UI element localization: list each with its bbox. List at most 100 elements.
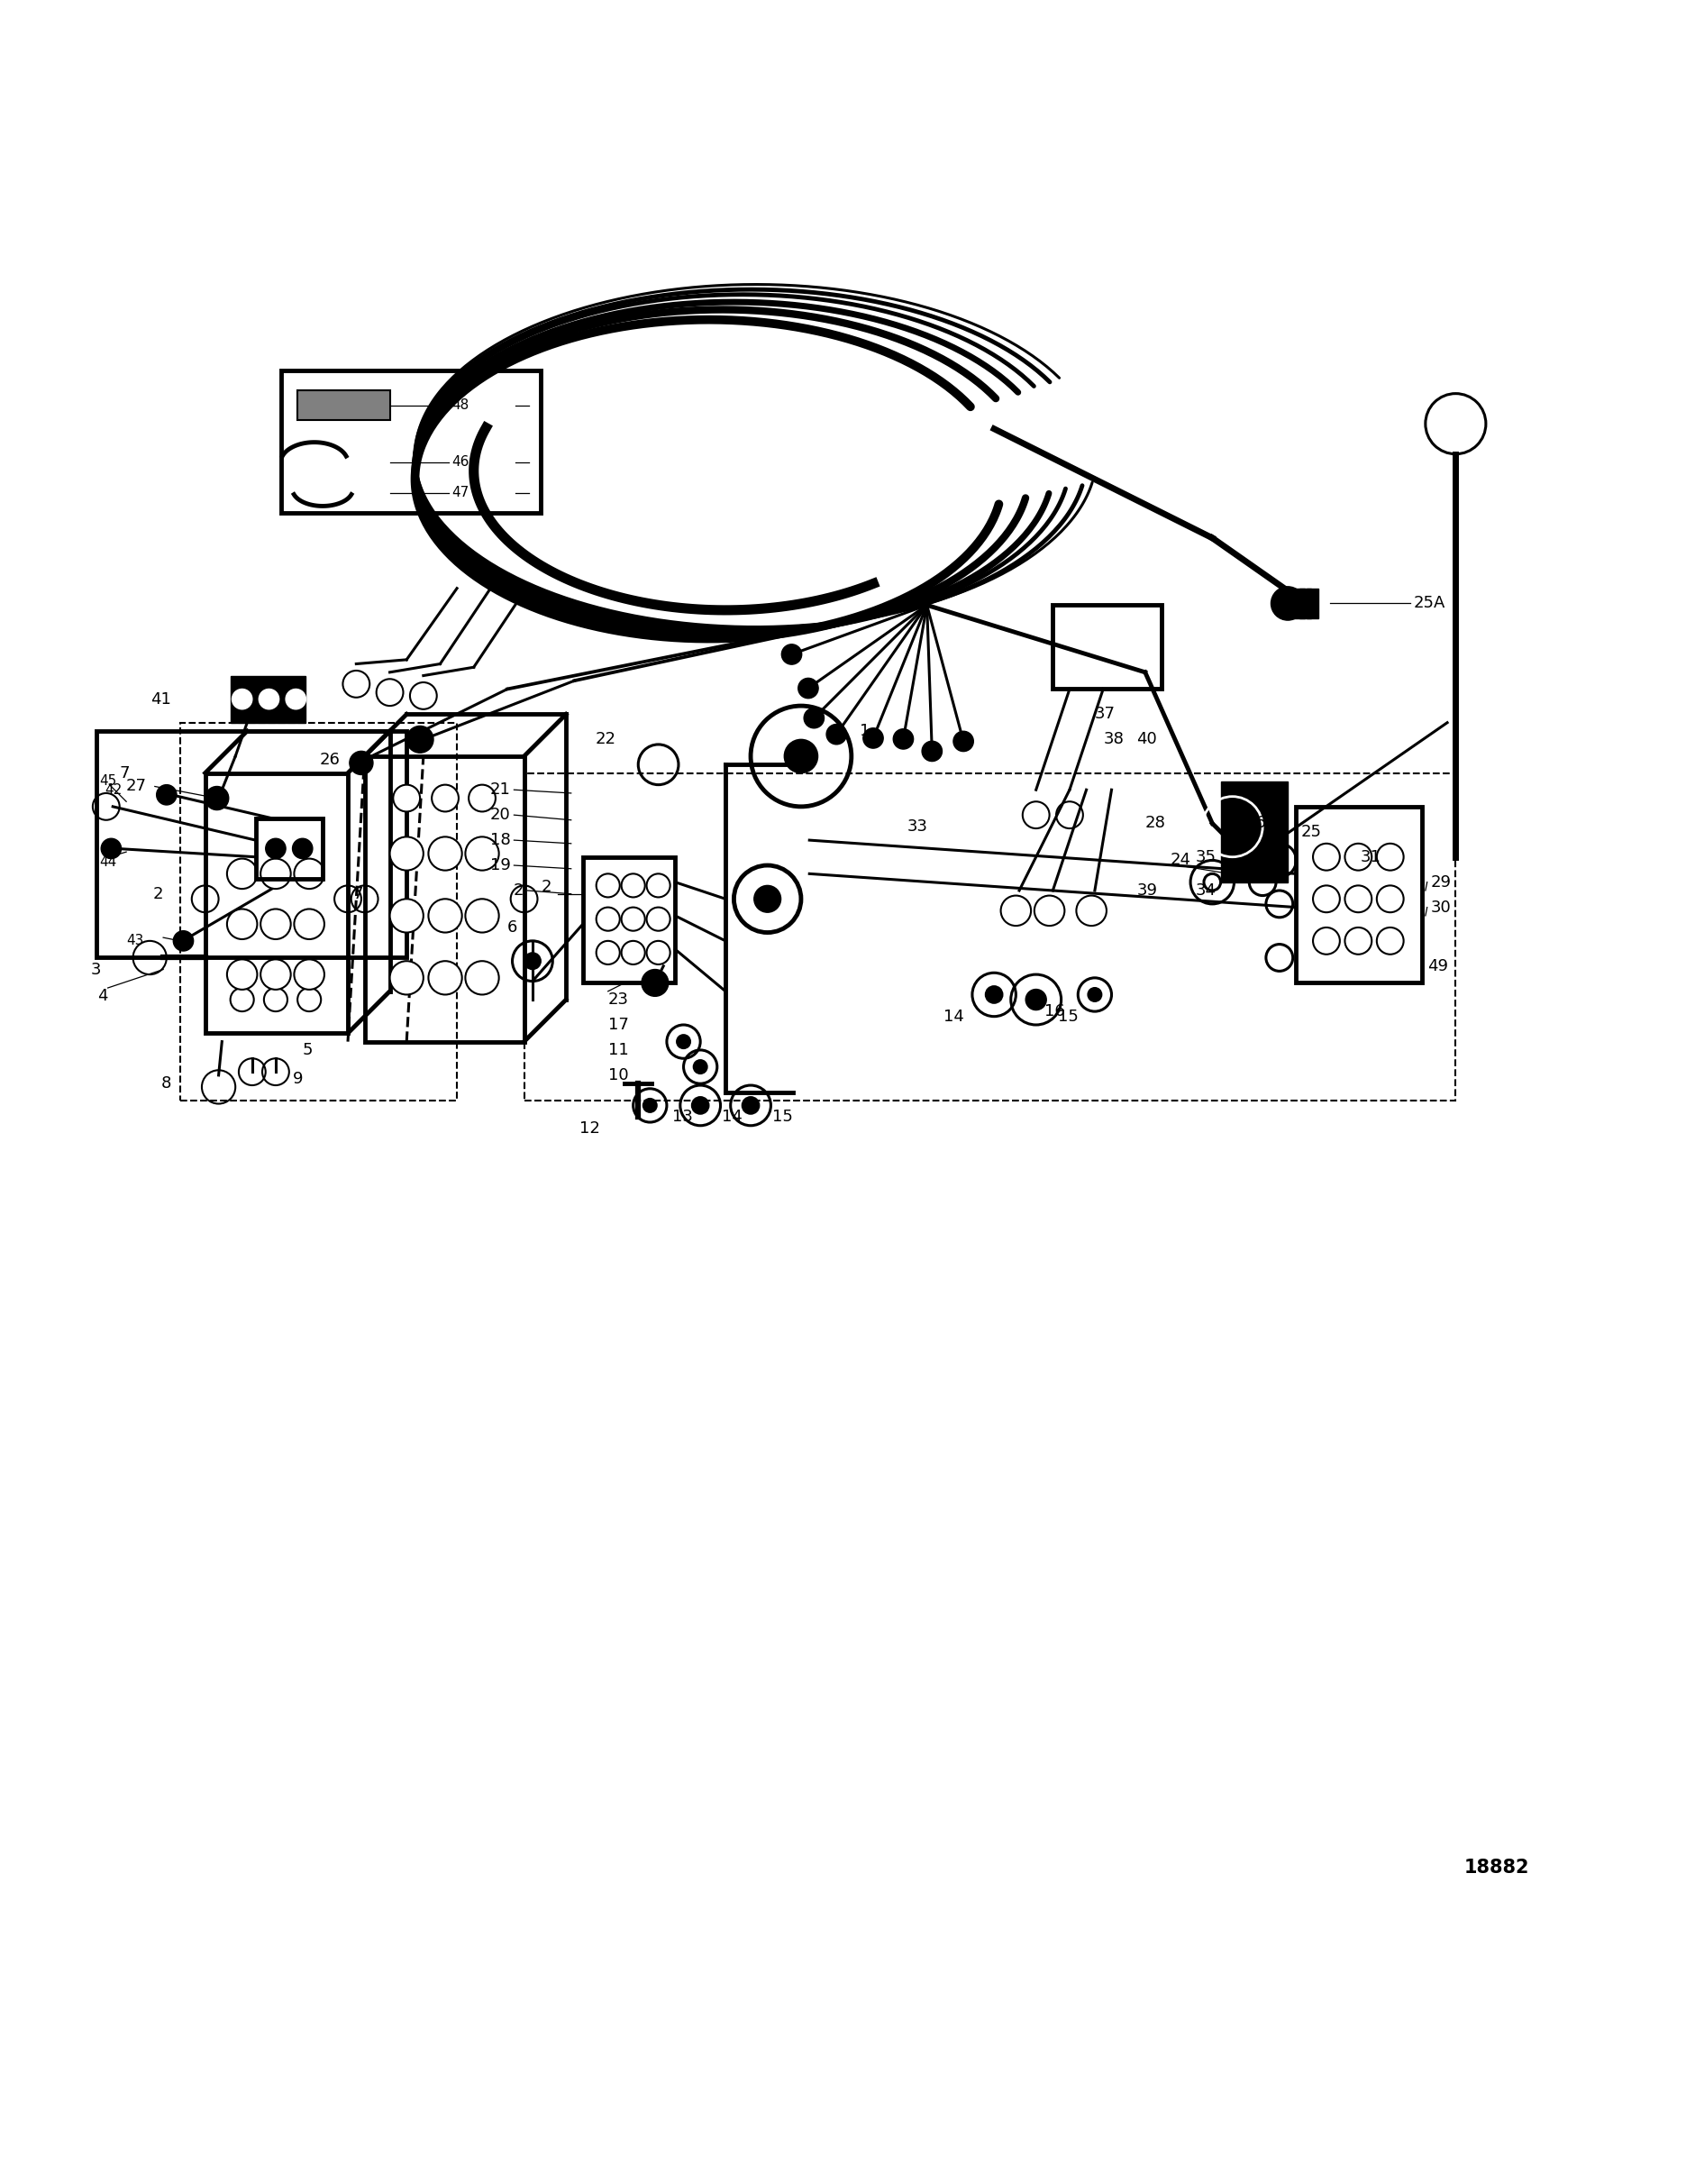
Text: 24: 24: [1170, 852, 1190, 869]
Text: 48: 48: [452, 397, 469, 413]
Circle shape: [986, 987, 1003, 1002]
Circle shape: [406, 725, 433, 753]
Text: 15: 15: [1057, 1009, 1079, 1024]
Bar: [96, 732, 406, 959]
Text: 44: 44: [99, 856, 116, 869]
Text: 37: 37: [1094, 705, 1116, 723]
Text: 40: 40: [1136, 732, 1157, 747]
Text: 45: 45: [99, 775, 116, 788]
Polygon shape: [1293, 587, 1305, 618]
Circle shape: [1271, 587, 1305, 620]
Circle shape: [597, 874, 620, 898]
Circle shape: [597, 941, 620, 965]
Text: 1: 1: [860, 723, 870, 738]
Bar: [583, 856, 674, 983]
Text: 39: 39: [1136, 882, 1158, 898]
Circle shape: [228, 909, 258, 939]
Circle shape: [349, 751, 373, 775]
Circle shape: [647, 874, 669, 898]
Circle shape: [1377, 843, 1404, 871]
Text: 32: 32: [1263, 850, 1283, 865]
Text: 7: 7: [352, 887, 362, 902]
Bar: [206, 773, 347, 1033]
Circle shape: [293, 858, 324, 889]
Bar: [1297, 806, 1421, 983]
Bar: [364, 756, 524, 1042]
Text: 2: 2: [153, 887, 164, 902]
Text: 16: 16: [1044, 1002, 1064, 1020]
Text: 17: 17: [609, 1018, 629, 1033]
Bar: [1221, 782, 1288, 882]
Bar: [180, 723, 457, 1101]
Circle shape: [1027, 989, 1045, 1009]
Text: 28: 28: [1145, 815, 1165, 832]
Text: 36: 36: [1246, 815, 1266, 832]
Circle shape: [771, 649, 791, 668]
Circle shape: [228, 858, 258, 889]
Circle shape: [784, 740, 818, 773]
Text: 18: 18: [491, 832, 511, 847]
Circle shape: [101, 839, 121, 858]
Text: 25A: 25A: [1413, 596, 1445, 612]
Circle shape: [1273, 854, 1286, 867]
Text: 34: 34: [1195, 882, 1216, 898]
Polygon shape: [1307, 587, 1318, 618]
Text: 31: 31: [1361, 850, 1381, 865]
Text: 5: 5: [302, 1042, 314, 1057]
Circle shape: [1377, 885, 1404, 913]
Circle shape: [922, 747, 942, 767]
Circle shape: [265, 987, 287, 1011]
Circle shape: [1345, 843, 1372, 871]
Circle shape: [1313, 928, 1340, 954]
Text: 33: 33: [907, 819, 927, 834]
Text: 26: 26: [319, 751, 341, 769]
Circle shape: [428, 900, 462, 933]
Circle shape: [293, 909, 324, 939]
Text: 14: 14: [942, 1009, 964, 1024]
Text: 29: 29: [1430, 874, 1452, 891]
Circle shape: [206, 786, 229, 810]
Bar: [297, 391, 389, 422]
Text: 30: 30: [1430, 900, 1452, 915]
Text: 8: 8: [162, 1075, 172, 1092]
Circle shape: [393, 784, 420, 812]
Circle shape: [174, 930, 194, 950]
Circle shape: [742, 1096, 759, 1114]
Circle shape: [676, 1035, 690, 1048]
Circle shape: [389, 836, 423, 871]
Circle shape: [622, 906, 646, 930]
Circle shape: [465, 900, 499, 933]
Circle shape: [524, 952, 541, 970]
Text: 21: 21: [491, 782, 511, 797]
Circle shape: [647, 941, 669, 965]
Circle shape: [428, 836, 462, 871]
Bar: [524, 773, 1455, 1101]
Polygon shape: [1300, 587, 1312, 618]
Text: 23: 23: [609, 992, 629, 1007]
Circle shape: [858, 738, 878, 758]
Text: 3: 3: [91, 961, 101, 978]
Text: 43: 43: [126, 935, 143, 948]
Circle shape: [465, 961, 499, 994]
Circle shape: [806, 673, 826, 692]
Circle shape: [1087, 987, 1101, 1000]
Text: 42: 42: [105, 784, 121, 797]
Text: 49: 49: [1426, 959, 1448, 974]
Text: 27: 27: [126, 778, 147, 795]
Circle shape: [958, 749, 978, 771]
Text: 18882: 18882: [1463, 1859, 1529, 1876]
Bar: [256, 819, 322, 878]
Circle shape: [830, 721, 850, 740]
Text: 14: 14: [722, 1109, 744, 1125]
Bar: [231, 675, 305, 723]
Text: 13: 13: [671, 1109, 693, 1125]
Circle shape: [266, 839, 285, 858]
Circle shape: [691, 1096, 708, 1114]
Text: 12: 12: [578, 1120, 600, 1138]
Circle shape: [469, 784, 496, 812]
Text: 47: 47: [452, 485, 469, 500]
Circle shape: [647, 906, 669, 930]
Text: 4: 4: [98, 987, 108, 1005]
Text: 20: 20: [491, 806, 511, 823]
Circle shape: [644, 1099, 656, 1112]
